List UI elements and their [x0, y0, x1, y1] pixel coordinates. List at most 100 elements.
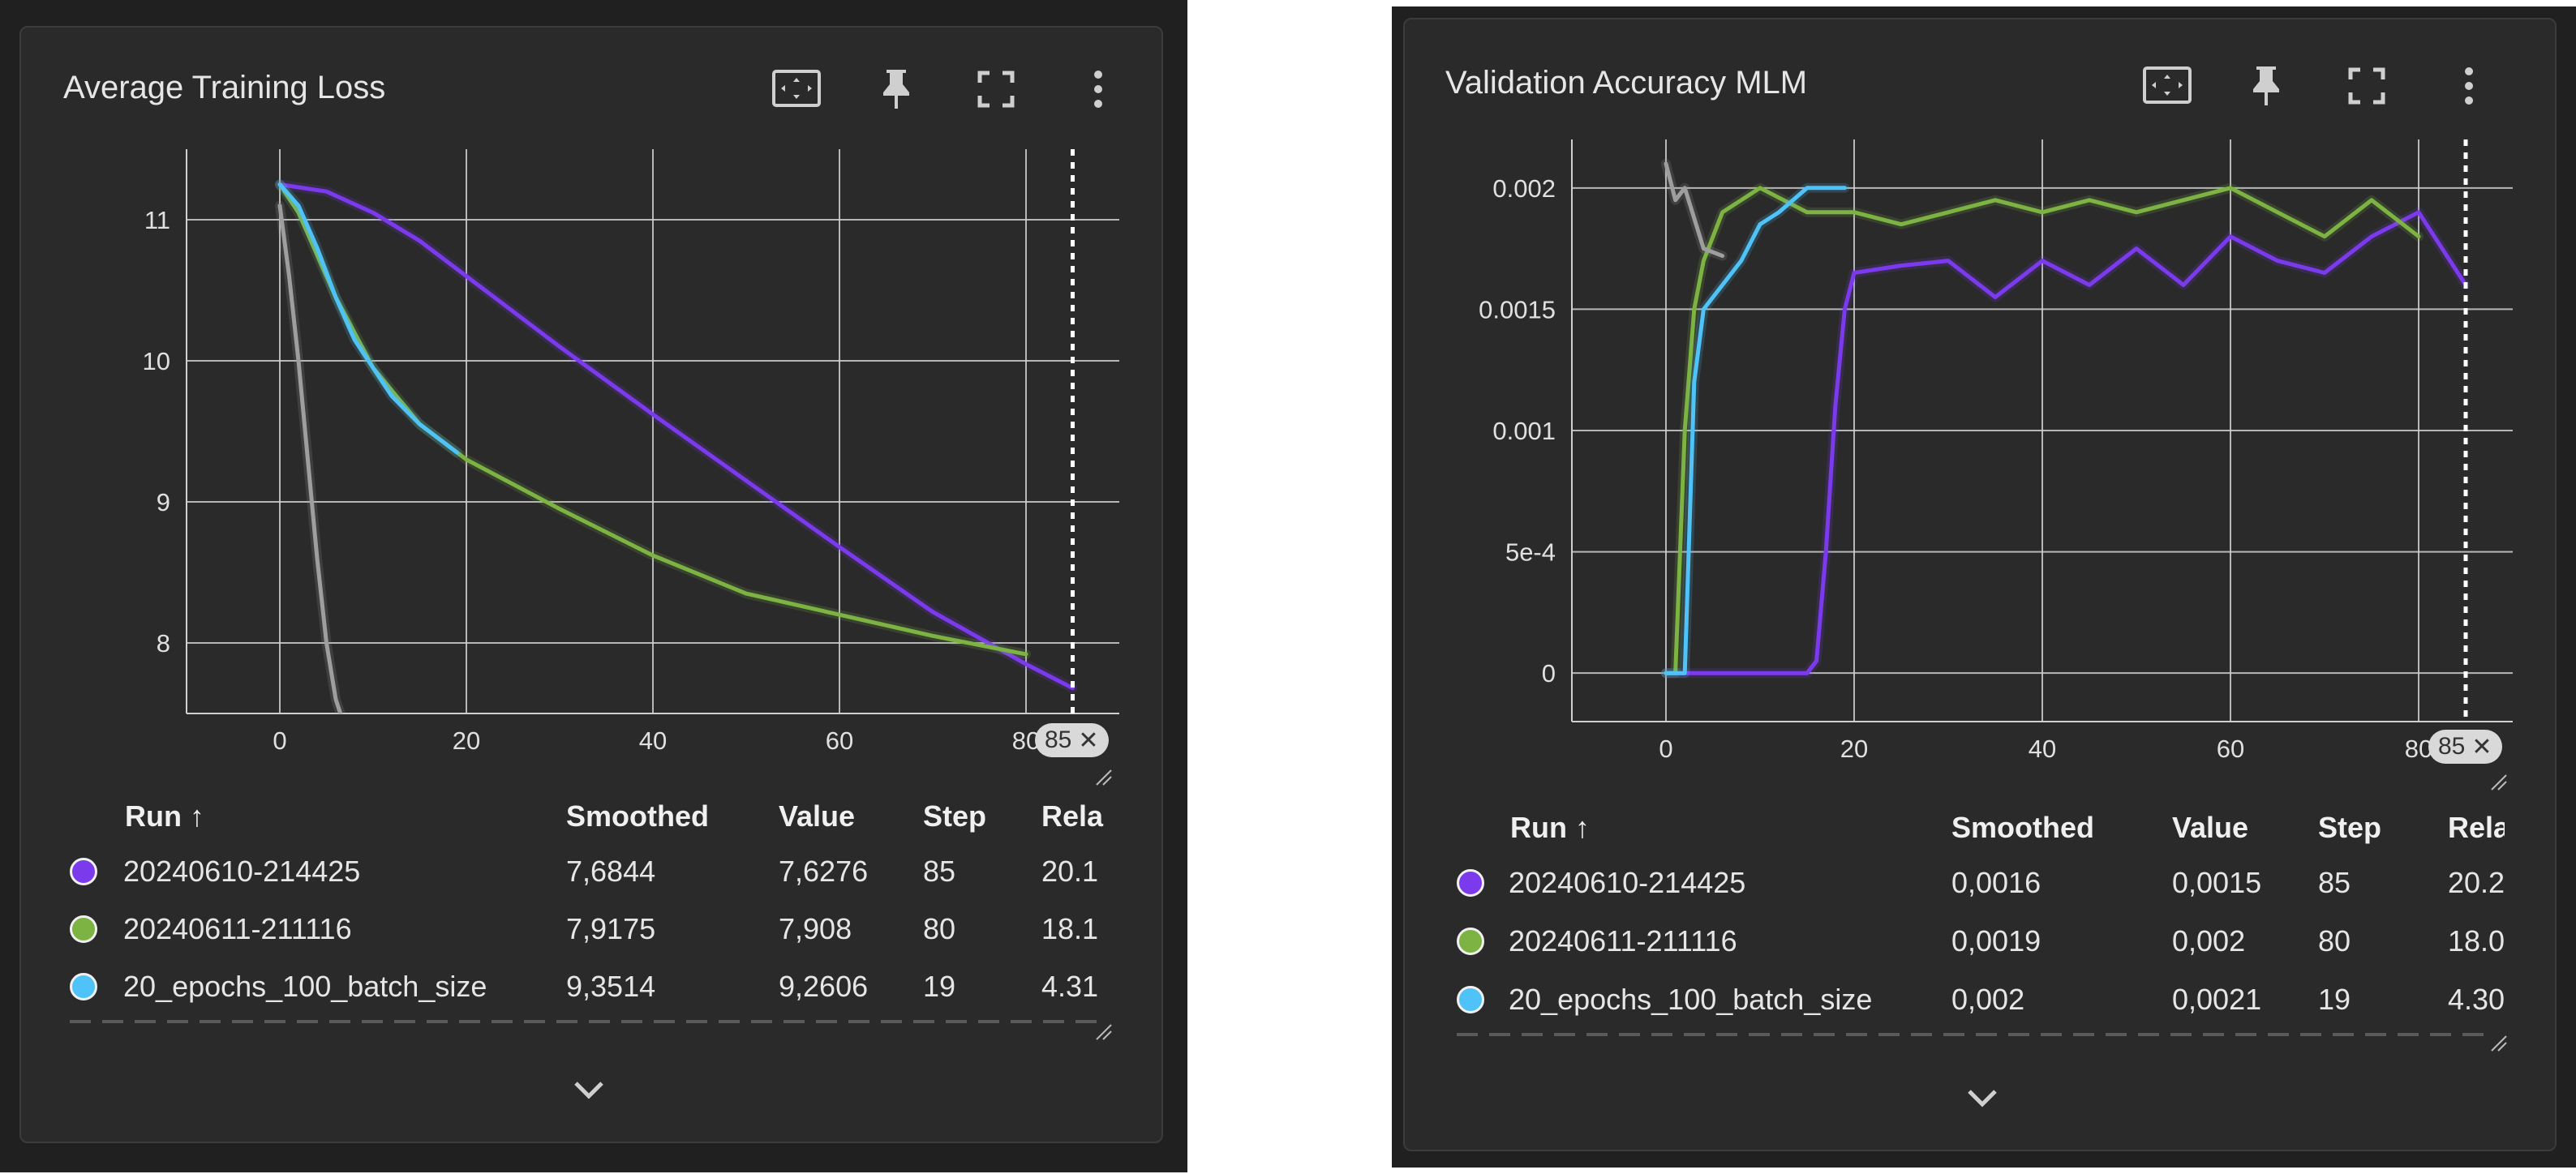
step-badge-value: 85	[1045, 726, 1072, 753]
pin-button[interactable]	[2237, 57, 2295, 115]
smoothed-value: 0,002	[1951, 983, 2025, 1016]
column-header-relative[interactable]: Rela	[2448, 811, 2505, 844]
more-vert-icon	[1094, 71, 1102, 108]
run-color-swatch[interactable]	[1457, 869, 1484, 897]
step-value: 19	[923, 970, 956, 1003]
series-line-3	[277, 204, 343, 713]
column-header-smoothed[interactable]: Smoothed	[566, 799, 709, 833]
more-options-button[interactable]	[1069, 60, 1127, 118]
series-line-0	[1664, 210, 2468, 675]
validation-accuracy-chart: 0 20 40 60 80 0 5e-4 0.001 0.0015 0.002	[1479, 139, 2513, 763]
pin-icon	[883, 70, 909, 109]
series-line-3	[1664, 161, 1725, 259]
run-name: 20240610-214425	[123, 855, 361, 888]
resize-handle-icon[interactable]	[2488, 772, 2508, 791]
resize-handle-icon[interactable]	[1093, 1022, 1113, 1041]
fullscreen-icon	[2348, 67, 2385, 105]
run-name: 20240611-211116	[123, 912, 352, 945]
raw-value: 7,6276	[779, 855, 869, 888]
relative-value: 20.2	[2448, 866, 2505, 899]
column-header-step[interactable]: Step	[923, 799, 987, 833]
y-tick-label: 0.001	[1492, 417, 1556, 445]
y-tick-label: 11	[144, 206, 170, 234]
fit-domain-icon	[2143, 66, 2192, 104]
run-name: 20240611-211116	[1509, 924, 1737, 958]
x-tick-label: 40	[2029, 735, 2056, 763]
pin-icon	[2253, 66, 2279, 105]
x-tick-label: 0	[1659, 735, 1672, 763]
column-header-step[interactable]: Step	[2318, 811, 2382, 844]
y-tick-label: 0.002	[1492, 174, 1556, 203]
column-header-run[interactable]: Run ↑	[125, 799, 204, 833]
chart-card-average-training-loss: Average Training Loss 0 20 40 60 80 8 9 10 11 85…	[19, 26, 1163, 1143]
y-tick-label: 10	[143, 347, 170, 375]
smoothed-value: 9,3514	[566, 970, 656, 1003]
series-group	[275, 179, 1078, 713]
run-color-swatch[interactable]	[1457, 928, 1484, 955]
x-tick-label: 0	[273, 726, 286, 755]
series-line-raw	[1661, 207, 2471, 679]
x-tick-label: 60	[826, 726, 853, 755]
run-color-swatch[interactable]	[70, 858, 97, 885]
step-value: 19	[2318, 983, 2351, 1016]
step-value: 85	[923, 855, 956, 888]
run-color-swatch[interactable]	[70, 973, 97, 1000]
resize-handle-icon[interactable]	[2488, 1033, 2508, 1052]
raw-value: 0,002	[2172, 924, 2246, 958]
series-group	[1661, 158, 2471, 679]
chart-card-validation-accuracy-mlm: Validation Accuracy MLM 0 20 40 60 80 0 5e-4 0.…	[1403, 18, 2557, 1151]
chevron-down-icon[interactable]	[566, 1073, 612, 1106]
column-header-value[interactable]: Value	[779, 799, 856, 833]
step-value: 85	[2318, 866, 2351, 899]
column-header-smoothed[interactable]: Smoothed	[1951, 811, 2094, 844]
relative-value: 4.30	[2448, 983, 2505, 1016]
y-tick-label: 0	[1542, 659, 1556, 688]
y-tick-label: 9	[157, 488, 170, 516]
step-value: 80	[923, 912, 956, 945]
fit-domain-button[interactable]	[767, 60, 826, 118]
x-tick-label: 80	[2405, 735, 2432, 763]
close-icon[interactable]: ✕	[2471, 733, 2492, 761]
column-header-relative[interactable]: Rela	[1041, 799, 1104, 833]
series-line-2	[277, 182, 459, 455]
series-line-1	[1664, 186, 2421, 675]
smoothed-value: 7,9175	[566, 912, 656, 945]
y-tick-label: 5e-4	[1505, 538, 1556, 567]
smoothed-value: 0,0016	[1951, 866, 2041, 899]
chart-title: Average Training Loss	[63, 70, 386, 105]
series-line-2	[1664, 186, 1847, 675]
fit-domain-button[interactable]	[2138, 57, 2196, 115]
resize-handle-icon[interactable]	[1093, 767, 1113, 786]
series-line-raw	[275, 179, 1078, 693]
column-header-run[interactable]: Run ↑	[1510, 811, 1590, 844]
raw-value: 7,908	[779, 912, 852, 945]
run-name: 20_epochs_100_batch_size	[123, 970, 487, 1003]
fullscreen-button[interactable]	[967, 60, 1025, 118]
raw-value: 0,0015	[2172, 866, 2262, 899]
y-tick-label: 8	[157, 629, 170, 658]
step-badge-value: 85	[2438, 733, 2466, 760]
step-badge[interactable]: 85 ✕	[1035, 723, 1109, 757]
step-badge[interactable]: 85 ✕	[2428, 730, 2502, 764]
close-icon[interactable]: ✕	[1078, 726, 1099, 754]
chevron-down-icon[interactable]	[1960, 1082, 2005, 1114]
fullscreen-button[interactable]	[2338, 57, 2396, 115]
relative-value: 18.0	[2448, 924, 2505, 958]
x-tick-label: 20	[453, 726, 480, 755]
smoothed-value: 7,6844	[566, 855, 656, 888]
smoothed-value: 0,0019	[1951, 924, 2041, 958]
relative-value: 20.1	[1041, 855, 1099, 888]
column-header-value[interactable]: Value	[2172, 811, 2249, 844]
run-color-swatch[interactable]	[1457, 986, 1484, 1013]
more-options-button[interactable]	[2440, 57, 2498, 115]
series-line-0	[277, 182, 1075, 691]
x-tick-label: 60	[2217, 735, 2244, 763]
pin-button[interactable]	[867, 60, 925, 118]
run-color-swatch[interactable]	[70, 915, 97, 943]
clipped-table-row	[70, 1020, 1100, 1028]
relative-value: 4.31	[1041, 970, 1099, 1003]
chart-title: Validation Accuracy MLM	[1445, 65, 1808, 101]
x-tick-label: 20	[1840, 735, 1868, 763]
step-value: 80	[2318, 924, 2351, 958]
x-tick-label: 40	[639, 726, 667, 755]
